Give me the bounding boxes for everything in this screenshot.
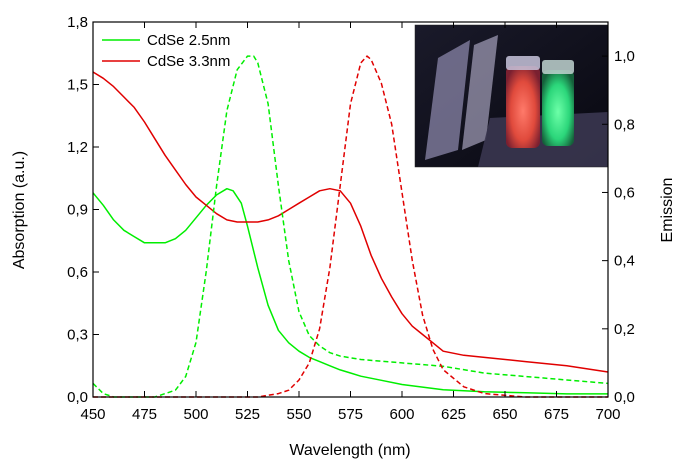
inset-photo <box>414 24 609 168</box>
x-axis-label: Wavelength (nm) <box>289 442 410 459</box>
y-left-tick-label: 1,5 <box>67 77 88 94</box>
x-tick-label: 550 <box>286 406 311 423</box>
y-right-tick-label: 1,0 <box>614 48 635 65</box>
x-tick-label: 675 <box>544 406 569 423</box>
legend-label-2: CdSe 3.3nm <box>147 53 230 70</box>
x-tick-label: 650 <box>492 406 517 423</box>
series-line-absorption-red <box>92 71 609 373</box>
y-left-tick-label: 1,8 <box>67 14 88 31</box>
y-right-tick-label: 0,8 <box>614 116 635 133</box>
y-left-tick-label: 0,3 <box>67 327 88 344</box>
x-axis-ticks: 450 475 500 525 550 575 600 625 650 675 700 <box>80 22 621 423</box>
y-right-tick-label: 0,6 <box>614 184 635 201</box>
y-left-tick-label: 1,2 <box>67 139 88 156</box>
x-tick-label: 450 <box>80 406 105 423</box>
y-left-axis-label: Absorption (a.u.) <box>11 151 28 269</box>
x-tick-label: 575 <box>338 406 363 423</box>
x-tick-label: 700 <box>595 406 620 423</box>
x-tick-label: 475 <box>132 406 157 423</box>
y-left-tick-label: 0,0 <box>67 389 88 406</box>
y-right-axis-label: Emission <box>659 178 676 243</box>
y-left-tick-label: 0,9 <box>67 202 88 219</box>
y-right-tick-label: 0,4 <box>614 253 635 270</box>
x-tick-label: 500 <box>183 406 208 423</box>
x-tick-label: 625 <box>441 406 466 423</box>
y-right-tick-label: 0,0 <box>614 389 635 406</box>
series-line-absorption-green <box>92 187 608 395</box>
x-tick-label: 600 <box>389 406 414 423</box>
y-right-axis-ticks: 0,0 0,2 0,4 0,6 0,8 1,0 <box>602 48 635 406</box>
legend-label-1: CdSe 2.5nm <box>147 32 230 49</box>
legend: CdSe 2.5nm CdSe 3.3nm <box>102 32 230 70</box>
y-left-axis-ticks: 0,0 0,3 0,6 0,9 1,2 1,5 1,8 <box>67 14 99 406</box>
x-tick-label: 525 <box>235 406 260 423</box>
series-line-emission-red <box>93 55 608 398</box>
y-left-tick-label: 0,6 <box>67 264 88 281</box>
y-right-tick-label: 0,2 <box>614 321 635 338</box>
